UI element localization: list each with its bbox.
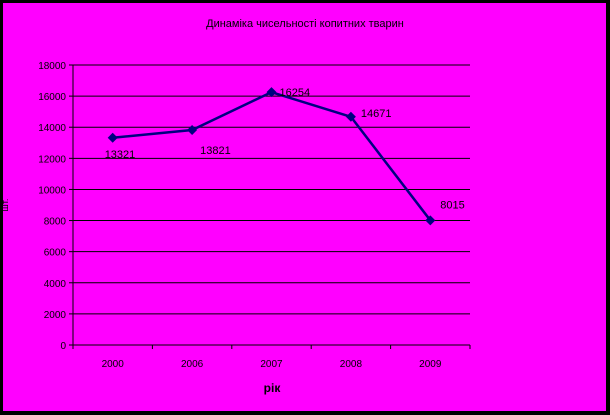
y-tick-labels: 0 2000 4000 6000 8000 10000 12000 14000 16000 180… [38, 61, 66, 352]
y-tick-label: 14000 [38, 123, 66, 134]
data-label: 16254 [280, 87, 311, 99]
data-label: 8015 [440, 199, 464, 211]
y-tick-label: 16000 [38, 92, 66, 103]
x-tick-label: 2009 [419, 359, 442, 370]
y-axis-label: шт. [0, 199, 10, 212]
x-tick-label: 2007 [260, 359, 283, 370]
data-point-marker [266, 87, 277, 98]
y-tick-label: 12000 [38, 154, 66, 165]
data-labels: 13321 13821 16254 14671 8015 [105, 87, 465, 211]
y-tick-label: 8000 [44, 217, 67, 228]
data-point-marker [187, 125, 198, 136]
y-tick-label: 0 [60, 341, 66, 352]
x-tick-label: 2008 [340, 359, 363, 370]
data-point-marker [107, 132, 118, 143]
x-tick-labels: 2000 2006 2007 2008 2009 [102, 359, 442, 370]
data-label: 13321 [105, 149, 136, 161]
gridlines [69, 64, 471, 349]
x-tick-label: 2000 [102, 359, 125, 370]
data-point-marker [345, 111, 356, 122]
y-tick-label: 18000 [38, 61, 66, 72]
data-point-marker [425, 215, 436, 226]
x-axis-label: рік [264, 381, 282, 395]
y-tick-label: 2000 [44, 310, 67, 321]
chart-title: Динаміка чисельності копитних тварин [206, 18, 404, 30]
chart-frame [2, 2, 607, 412]
y-tick-label: 6000 [44, 248, 67, 259]
x-tick-label: 2006 [181, 359, 204, 370]
data-label: 14671 [361, 108, 392, 120]
y-tick-label: 4000 [44, 279, 67, 290]
series-line-group [107, 87, 436, 226]
data-label: 13821 [200, 145, 231, 157]
y-tick-label: 10000 [38, 185, 66, 196]
